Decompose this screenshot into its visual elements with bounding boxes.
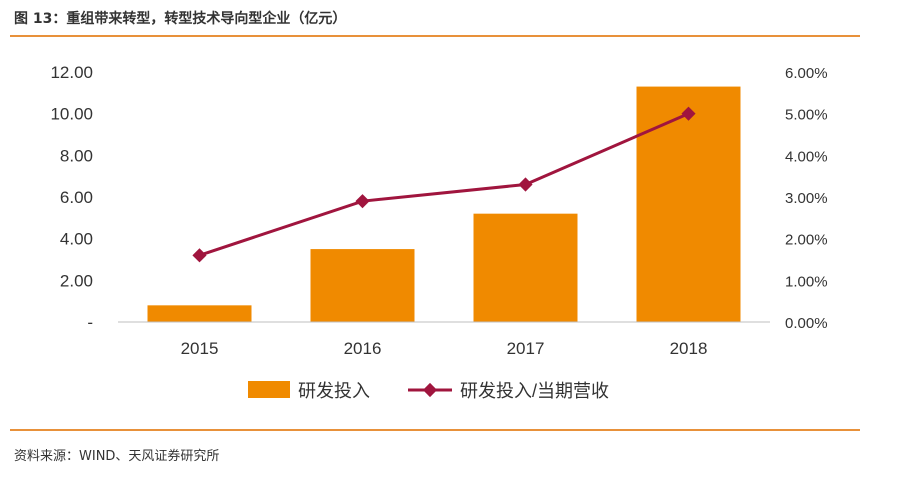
right-tick-label: 5.00% [785,107,828,124]
bar [310,249,415,322]
right-tick-label: 2.00% [785,232,828,249]
bar [636,86,741,322]
left-tick-label: - [87,313,93,332]
left-axis-ticks: - 2.00 4.00 6.00 8.00 10.00 12.00 [50,63,93,332]
legend-label-bar: 研发投入 [298,381,370,401]
left-tick-label: 8.00 [60,146,93,165]
right-tick-label: 1.00% [785,273,828,290]
right-tick-label: 4.00% [785,148,828,165]
right-tick-label: 3.00% [785,190,828,207]
legend-swatch-bar [248,381,290,398]
left-tick-label: 6.00 [60,188,93,207]
bar [147,305,252,322]
bar [473,213,578,322]
top-divider [10,35,860,37]
x-tick-label: 2015 [181,339,219,358]
line-point [355,194,370,209]
line-series [192,106,696,263]
left-tick-label: 10.00 [50,105,93,124]
bar-series [147,86,741,322]
left-tick-label: 4.00 [60,230,93,249]
left-tick-label: 2.00 [60,271,93,290]
x-tick-label: 2017 [507,339,545,358]
line-point [681,106,696,121]
line-point [518,177,533,192]
bottom-divider [10,429,860,431]
x-tick-label: 2016 [344,339,382,358]
legend: 研发投入 研发投入/当期营收 [248,381,609,401]
right-axis-ticks: 0.00% 1.00% 2.00% 3.00% 4.00% 5.00% 6.00% [785,65,828,332]
chart-title: 图 13：重组带来转型，转型技术导向型企业（亿元） [14,11,347,27]
legend-marker-diamond [422,382,438,398]
right-tick-label: 6.00% [785,65,828,82]
right-tick-label: 0.00% [785,315,828,332]
combo-chart: - 2.00 4.00 6.00 8.00 10.00 12.00 0.00% 1.00% 2.… [50,63,828,401]
x-axis-ticks: 2015 2016 2017 2018 [181,339,708,358]
x-tick-label: 2018 [670,339,708,358]
source-note: 资料来源：WIND、天风证券研究所 [14,449,220,464]
line-point [192,248,207,263]
left-tick-label: 12.00 [50,63,93,82]
legend-label-line: 研发投入/当期营收 [460,381,609,401]
series-line [199,112,690,257]
